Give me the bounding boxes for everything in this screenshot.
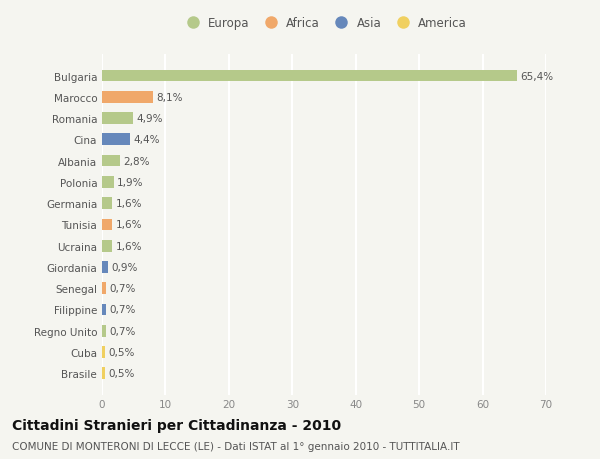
Bar: [102, 368, 105, 379]
Text: 0,5%: 0,5%: [109, 369, 135, 379]
Bar: [102, 177, 114, 188]
Bar: [102, 219, 112, 231]
Bar: [102, 198, 112, 209]
Text: COMUNE DI MONTERONI DI LECCE (LE) - Dati ISTAT al 1° gennaio 2010 - TUTTITALIA.I: COMUNE DI MONTERONI DI LECCE (LE) - Dati…: [12, 441, 460, 451]
Legend: Europa, Africa, Asia, America: Europa, Africa, Asia, America: [181, 17, 467, 30]
Text: 2,8%: 2,8%: [123, 156, 149, 166]
Bar: [102, 241, 112, 252]
Text: 0,7%: 0,7%: [110, 284, 136, 294]
Bar: [102, 134, 130, 146]
Text: 8,1%: 8,1%: [157, 93, 183, 102]
Bar: [102, 283, 106, 294]
Bar: [102, 304, 106, 316]
Text: 4,4%: 4,4%: [133, 135, 160, 145]
Text: 1,6%: 1,6%: [115, 241, 142, 251]
Text: 1,6%: 1,6%: [115, 199, 142, 209]
Bar: [102, 347, 105, 358]
Text: 0,9%: 0,9%: [111, 263, 137, 272]
Bar: [102, 113, 133, 125]
Bar: [102, 156, 120, 167]
Text: 1,9%: 1,9%: [117, 178, 144, 187]
Text: 0,7%: 0,7%: [110, 305, 136, 315]
Bar: [102, 262, 108, 273]
Text: 1,6%: 1,6%: [115, 220, 142, 230]
Text: Cittadini Stranieri per Cittadinanza - 2010: Cittadini Stranieri per Cittadinanza - 2…: [12, 418, 341, 431]
Bar: [102, 92, 154, 103]
Text: 4,9%: 4,9%: [136, 114, 163, 124]
Text: 65,4%: 65,4%: [520, 71, 553, 81]
Bar: [102, 325, 106, 337]
Bar: [102, 71, 517, 82]
Text: 0,7%: 0,7%: [110, 326, 136, 336]
Text: 0,5%: 0,5%: [109, 347, 135, 357]
